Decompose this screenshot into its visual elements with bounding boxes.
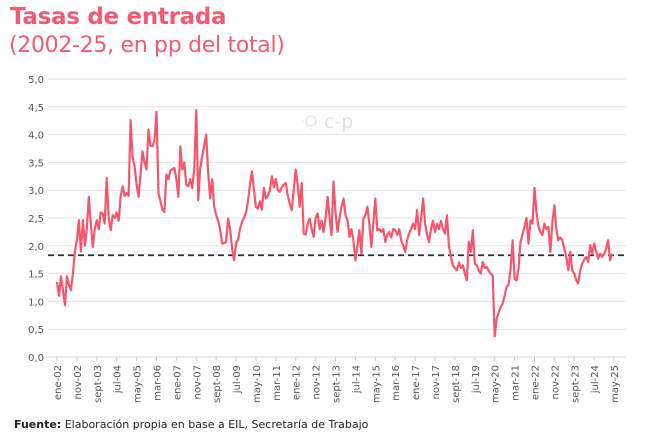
x-tick-label: may-25 bbox=[610, 365, 621, 403]
y-tick-label: 1,5 bbox=[28, 270, 44, 281]
y-tick-label: 0,0 bbox=[28, 353, 44, 364]
x-tick-label: jul-24 bbox=[590, 365, 601, 394]
x-tick-label: may-05 bbox=[133, 365, 144, 403]
y-axis-labels: 0,0 0,5 1,0 1,5 2,0 2,5 3,0 3,5 4,0 4,5 5,0 bbox=[28, 75, 44, 364]
y-tick-label: 3,5 bbox=[28, 158, 44, 169]
watermark-logo: c-p bbox=[302, 111, 353, 133]
x-tick-label: ene-07 bbox=[172, 365, 183, 400]
source-label: Fuente: bbox=[14, 418, 62, 431]
x-tick-label: jul-04 bbox=[113, 365, 124, 394]
source-note: Fuente: Elaboración propia en base a EIL… bbox=[14, 418, 368, 431]
x-tick-label: nov-12 bbox=[312, 365, 323, 399]
x-tick-label: jul-09 bbox=[232, 365, 243, 394]
x-tick-label: ene-12 bbox=[292, 365, 303, 400]
y-tick-label: 0,5 bbox=[28, 325, 44, 336]
chart-subtitle: (2002-25, en pp del total) bbox=[9, 33, 285, 58]
series-line bbox=[55, 109, 614, 338]
y-tick-label: 4,5 bbox=[28, 103, 44, 114]
x-tick-label: may-20 bbox=[491, 365, 502, 403]
watermark-text: c-p bbox=[324, 111, 353, 133]
x-tick-label: nov-17 bbox=[431, 365, 442, 399]
x-tick-label: nov-22 bbox=[550, 365, 561, 399]
x-tick-label: nov-07 bbox=[192, 365, 203, 399]
x-tick-label: mar-21 bbox=[511, 365, 522, 401]
x-tick-label: ene-17 bbox=[411, 365, 422, 400]
x-tick-label: nov-02 bbox=[73, 365, 84, 399]
x-tick-label: ene-02 bbox=[53, 365, 64, 400]
y-tick-label: 2,5 bbox=[28, 214, 44, 225]
x-tick-label: sept-23 bbox=[570, 365, 581, 403]
x-tick-label: sept-08 bbox=[212, 365, 223, 403]
x-tick-label: mar-16 bbox=[391, 365, 402, 401]
y-tick-label: 1,0 bbox=[28, 297, 44, 308]
x-tick-label: sept-18 bbox=[451, 365, 462, 403]
y-tick-label: 2,0 bbox=[28, 242, 44, 253]
chart-title: Tasas de entrada bbox=[10, 4, 227, 30]
y-tick-label: 4,0 bbox=[28, 131, 44, 142]
x-tick-label: may-10 bbox=[252, 365, 263, 403]
x-axis-labels: ene-02 nov-02 sept-03 jul-04 may-05 mar-06 ene… bbox=[53, 357, 621, 403]
x-tick-label: ene-22 bbox=[530, 365, 541, 400]
x-tick-label: jul-19 bbox=[471, 365, 482, 394]
y-tick-label: 5,0 bbox=[28, 75, 44, 86]
x-tick-label: jul-14 bbox=[351, 365, 362, 394]
source-text: Elaboración propia en base a EIL, Secret… bbox=[61, 418, 369, 431]
x-tick-label: mar-11 bbox=[272, 365, 283, 401]
x-tick-label: sept-03 bbox=[93, 365, 104, 403]
y-tick-label: 3,0 bbox=[28, 186, 44, 197]
x-tick-label: sept-13 bbox=[332, 365, 343, 403]
x-tick-label: may-15 bbox=[371, 365, 382, 403]
x-tick-label: mar-06 bbox=[152, 365, 163, 401]
